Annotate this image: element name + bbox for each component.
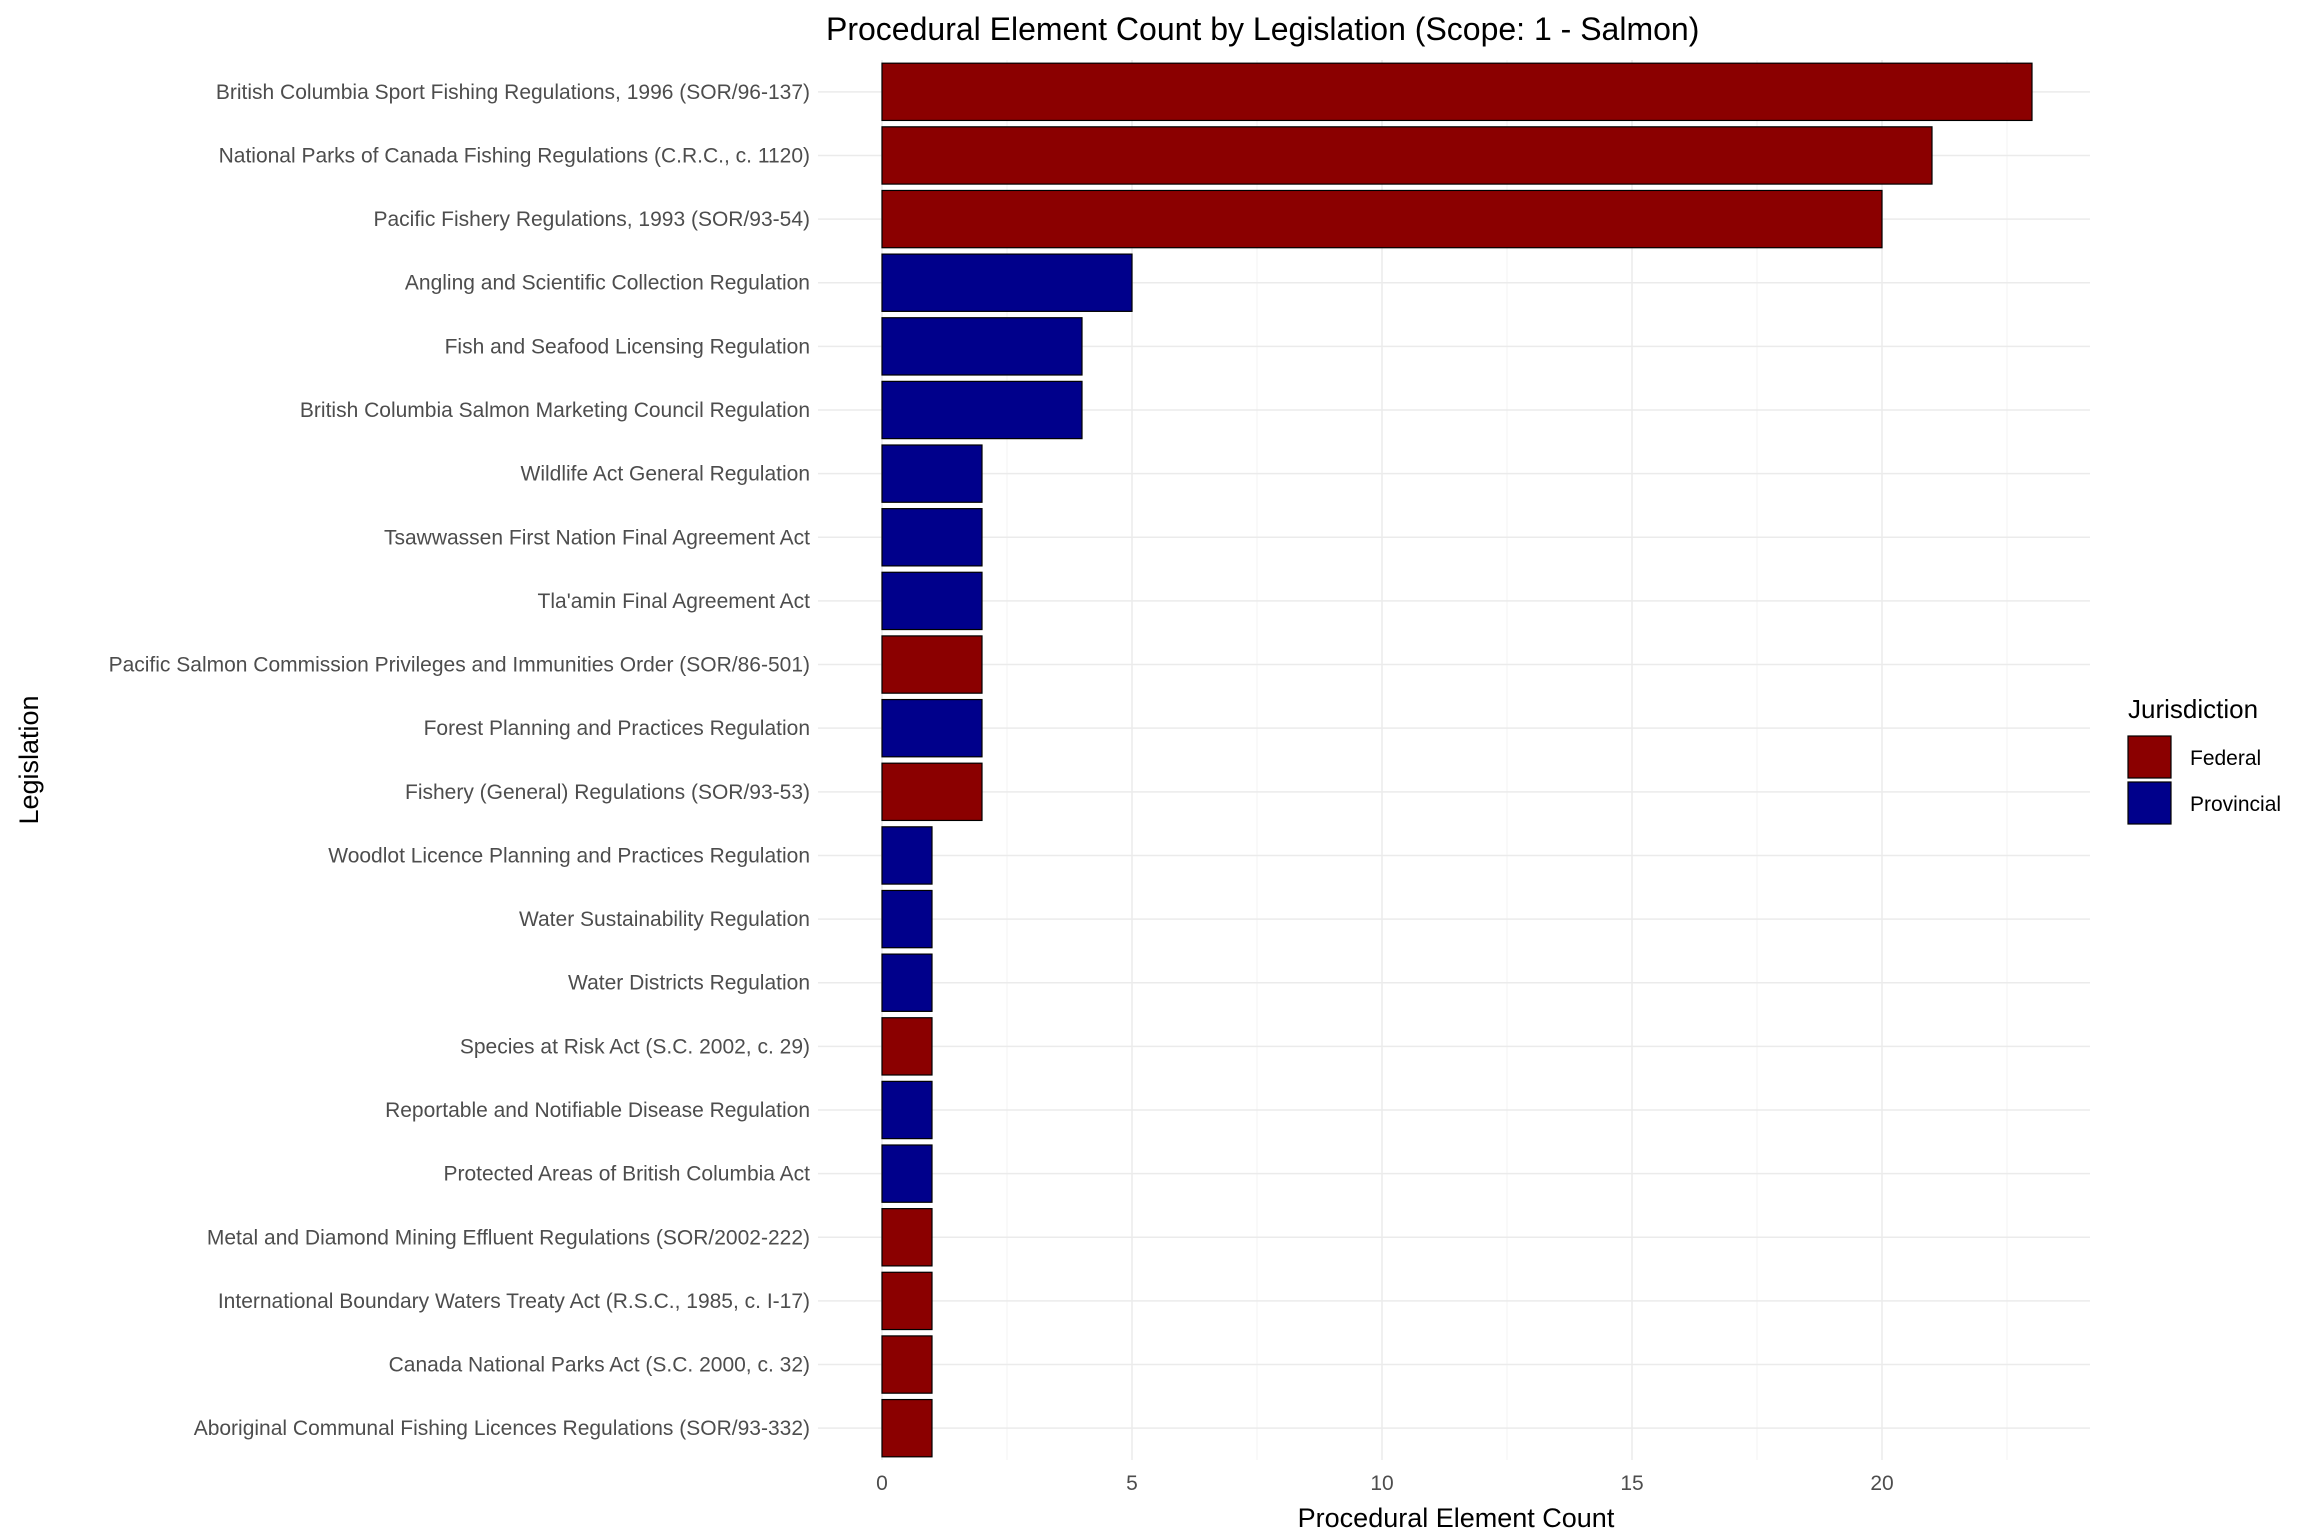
bar [881, 1208, 933, 1267]
legend-title: Jurisdiction [2128, 694, 2258, 724]
bars [881, 62, 2033, 1458]
minor-gridlines [1006, 60, 2008, 1460]
bar [881, 1335, 933, 1394]
bar [881, 1271, 933, 1331]
x-tick-label: 15 [1620, 1472, 1643, 1495]
category-label: Protected Areas of British Columbia Act [443, 1163, 810, 1186]
category-label: Forest Planning and Practices Regulation [424, 717, 810, 740]
category-labels: British Columbia Sport Fishing Regulatio… [109, 81, 811, 1440]
bar [881, 126, 1933, 185]
bar [881, 317, 1083, 376]
category-label: Pacific Salmon Commission Privileges and… [109, 654, 810, 677]
y-axis-title: Legislation [14, 695, 44, 824]
category-label: Water Sustainability Regulation [519, 908, 810, 931]
x-tick-labels: 0 5 10 15 20 [876, 1472, 1894, 1495]
category-label: National Parks of Canada Fishing Regulat… [219, 144, 810, 167]
bar [881, 1398, 933, 1458]
bar [881, 698, 983, 758]
bar [881, 380, 1083, 440]
bar [881, 62, 2033, 122]
chart-title: Procedural Element Count by Legislation … [826, 11, 1699, 47]
category-label: Species at Risk Act (S.C. 2002, c. 29) [460, 1035, 810, 1058]
bar [881, 189, 1883, 249]
category-label: Fishery (General) Regulations (SOR/93-53… [405, 781, 810, 804]
legend-label: Federal [2190, 747, 2261, 770]
legend-swatch [2127, 781, 2172, 825]
x-tick-label: 20 [1870, 1472, 1893, 1495]
category-label: Fish and Seafood Licensing Regulation [445, 335, 810, 358]
category-label: Pacific Fishery Regulations, 1993 (SOR/9… [373, 208, 810, 231]
bar [881, 826, 933, 885]
category-label: Wildlife Act General Regulation [521, 463, 810, 486]
legend-swatch [2127, 735, 2172, 779]
category-label: Tla'amin Final Agreement Act [538, 590, 811, 613]
bar [881, 1080, 933, 1140]
x-axis-title: Procedural Element Count [1298, 1503, 1615, 1533]
category-label: Woodlot Licence Planning and Practices R… [328, 844, 810, 867]
bar [881, 571, 983, 631]
category-label: Tsawwassen First Nation Final Agreement … [384, 526, 810, 549]
bar [881, 253, 1133, 312]
category-label: International Boundary Waters Treaty Act… [218, 1290, 810, 1313]
legend: Jurisdiction Federal Provincial [2127, 694, 2281, 825]
bar [881, 1017, 933, 1076]
bar [881, 508, 983, 567]
category-label: Canada National Parks Act (S.C. 2000, c.… [389, 1354, 810, 1377]
category-label: Angling and Scientific Collection Regula… [405, 272, 810, 295]
x-tick-label: 10 [1370, 1472, 1393, 1495]
category-label: British Columbia Sport Fishing Regulatio… [216, 81, 810, 104]
category-label: Metal and Diamond Mining Effluent Regula… [207, 1226, 810, 1249]
bar [881, 444, 983, 503]
category-label: Water Districts Regulation [568, 972, 810, 995]
legend-label: Provincial [2190, 793, 2281, 816]
x-tick-label: 0 [876, 1472, 888, 1495]
bar [881, 635, 983, 694]
category-label: Reportable and Notifiable Disease Regula… [385, 1099, 810, 1122]
bar [881, 762, 983, 822]
x-tick-label: 5 [1126, 1472, 1138, 1495]
bar [881, 889, 933, 949]
category-label: British Columbia Salmon Marketing Counci… [300, 399, 810, 422]
category-label: Aboriginal Communal Fishing Licences Reg… [194, 1417, 810, 1440]
bar [881, 953, 933, 1012]
bar [881, 1144, 933, 1203]
